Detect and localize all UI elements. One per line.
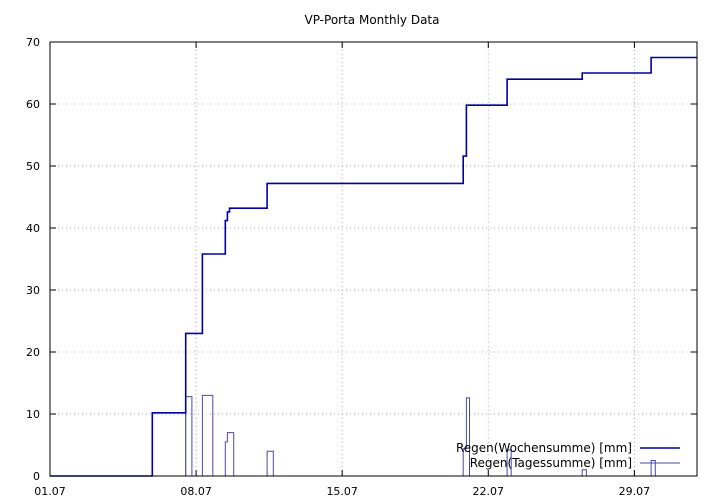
y-tick-label: 50 [26, 160, 40, 173]
y-tick-label: 10 [26, 408, 40, 421]
axis-ticks: 0 10 20 30 40 50 60 70 01.07 08.07 15.07 22.07 29.07 [26, 36, 697, 498]
tagessumme-bar [506, 449, 512, 476]
x-tick-label: 01.07 [34, 485, 66, 498]
legend: Regen(Wochensumme) [mm] Regen(Tagessumme… [456, 441, 680, 470]
tagessumme-bar [650, 460, 656, 476]
grid-lines [50, 42, 697, 476]
tagessumme-bar [201, 394, 214, 476]
tagessumme-bar [581, 469, 587, 476]
wochensumme-line [50, 56, 697, 477]
legend-label-tagessumme: Regen(Tagessumme) [mm] [470, 456, 632, 470]
x-tick-label: 08.07 [180, 485, 212, 498]
y-tick-label: 60 [26, 98, 40, 111]
chart-title: VP-Porta Monthly Data [305, 13, 440, 27]
x-tick-label: 22.07 [473, 485, 505, 498]
y-tick-label: 70 [26, 36, 40, 49]
tagessumme-bar [224, 432, 235, 476]
tagessumme-bar [462, 397, 470, 476]
y-tick-label: 20 [26, 346, 40, 359]
y-tick-label: 0 [33, 470, 40, 483]
plot-frame [49, 41, 698, 477]
tagessumme-bar [185, 396, 193, 476]
y-tick-label: 30 [26, 284, 40, 297]
x-tick-label: 29.07 [619, 485, 651, 498]
y-tick-label: 40 [26, 222, 40, 235]
tagessumme-bar [266, 450, 274, 476]
legend-label-wochensumme: Regen(Wochensumme) [mm] [456, 441, 632, 455]
x-tick-label: 15.07 [326, 485, 358, 498]
series-layer [50, 56, 697, 477]
